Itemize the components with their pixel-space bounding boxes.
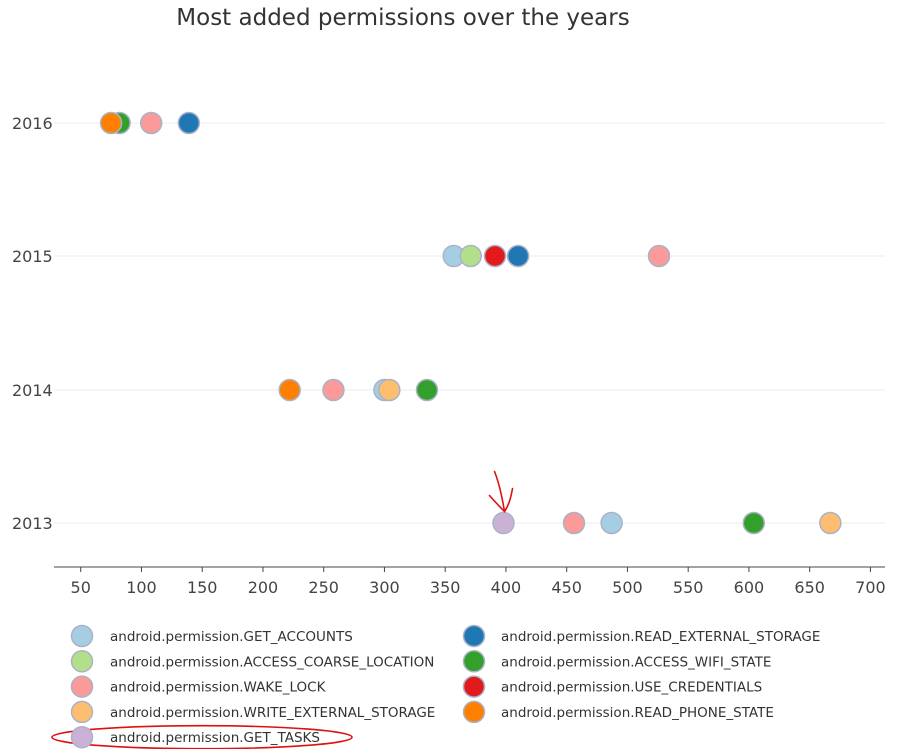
arrow-shaft [493, 470, 506, 513]
data-points [99, 111, 842, 535]
legend-label: android.permission.READ_PHONE_STATE [501, 705, 774, 721]
chart-title: Most added permissions over the years [176, 5, 629, 31]
legend-label: android.permission.READ_EXTERNAL_STORAGE [501, 629, 820, 645]
legend-marker [70, 700, 94, 724]
data-point [415, 378, 439, 402]
data-point [819, 511, 842, 535]
x-tick-label: 550 [673, 578, 704, 597]
legend-label: android.permission.ACCESS_WIFI_STATE [501, 654, 771, 670]
x-tick-label: 350 [430, 578, 461, 597]
data-point [459, 244, 482, 268]
x-tick-label: 400 [491, 578, 522, 597]
y-tick-label: 2015 [12, 247, 53, 266]
x-tick-label: 300 [369, 578, 400, 597]
legend-marker [70, 725, 94, 749]
x-tick-label: 450 [551, 578, 582, 597]
data-point [742, 511, 766, 535]
x-tick-label: 500 [612, 578, 643, 597]
x-tick-label: 100 [126, 578, 157, 597]
legend-label: android.permission.WAKE_LOCK [110, 680, 327, 696]
x-tick-label: 600 [734, 578, 765, 597]
data-point [177, 111, 201, 135]
legend-marker [462, 624, 486, 648]
data-point [600, 511, 623, 535]
data-point [483, 244, 507, 268]
data-point [506, 244, 530, 268]
data-point [139, 111, 163, 135]
legend-label: android.permission.GET_ACCOUNTS [110, 629, 353, 645]
legend-marker [462, 675, 486, 698]
legend-marker [462, 700, 486, 724]
legend-label: android.permission.USE_CREDENTIALS [501, 680, 762, 696]
y-tick-label: 2014 [12, 381, 53, 400]
x-tick-label: 700 [855, 578, 886, 597]
data-point [322, 378, 345, 402]
data-point [278, 378, 301, 402]
grid-lines [54, 122, 885, 524]
legend-entry[interactable]: android.permission.WAKE_LOCK [70, 675, 327, 698]
arrow-head [488, 487, 514, 513]
data-point [647, 244, 671, 268]
data-point [378, 378, 401, 402]
data-point [492, 511, 515, 535]
legend-entry[interactable]: android.permission.GET_TASKS [70, 725, 320, 749]
legend-marker [70, 624, 94, 648]
legend-entry[interactable]: android.permission.ACCESS_WIFI_STATE [462, 650, 772, 673]
axes: 2013 2014 2015 2016 50 100 150 200 250 300 350 400 4… [12, 114, 886, 597]
legend-marker [70, 675, 94, 698]
legend-entry[interactable]: android.permission.USE_CREDENTIALS [462, 675, 763, 698]
legend-label: android.permission.WRITE_EXTERNAL_STORAG… [110, 705, 435, 721]
x-tick-label: 250 [308, 578, 339, 597]
legend-label: android.permission.ACCESS_COARSE_LOCATIO… [110, 654, 434, 670]
x-tick-label: 50 [71, 578, 91, 597]
x-tick-label: 200 [248, 578, 279, 597]
y-tick-label: 2013 [12, 514, 53, 533]
legend-entry[interactable]: android.permission.ACCESS_COARSE_LOCATIO… [70, 650, 435, 673]
legend-entry[interactable]: android.permission.WRITE_EXTERNAL_STORAG… [70, 700, 436, 724]
legend-marker [462, 650, 486, 673]
x-tick-label: 650 [794, 578, 825, 597]
y-tick-label: 2016 [12, 114, 53, 133]
x-tick-label: 150 [187, 578, 218, 597]
legend-marker [70, 650, 94, 673]
legend-entry[interactable]: android.permission.READ_PHONE_STATE [462, 700, 774, 724]
legend-entry[interactable]: android.permission.GET_ACCOUNTS [70, 624, 353, 648]
data-point [562, 511, 586, 535]
legend-entry[interactable]: android.permission.READ_EXTERNAL_STORAGE [462, 624, 821, 648]
legend-label: android.permission.GET_TASKS [110, 730, 320, 746]
legend: android.permission.GET_ACCOUNTS android.p… [70, 624, 821, 749]
data-point [99, 111, 123, 135]
